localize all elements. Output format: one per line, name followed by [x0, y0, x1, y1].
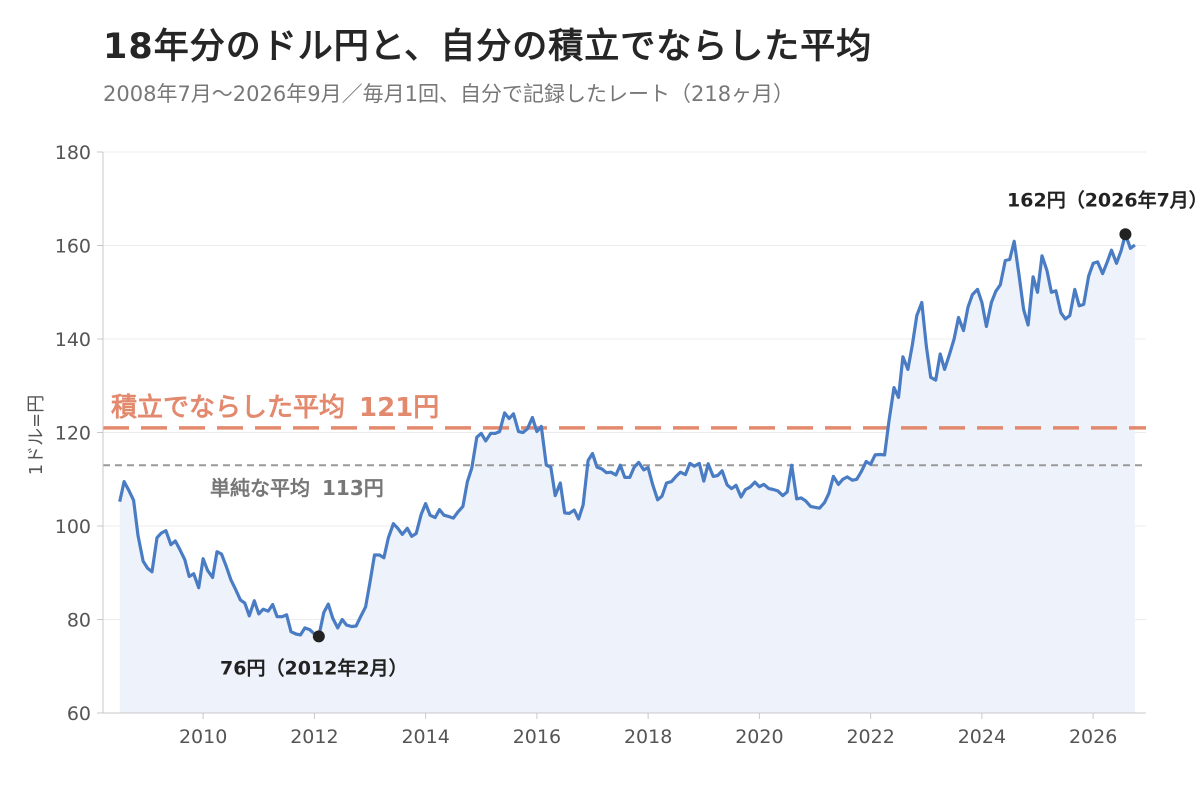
series-line: [118, 232, 1136, 638]
x-tick-label: 2010: [179, 726, 227, 748]
simple-average-label: 単純な平均 113円: [210, 476, 384, 500]
reference-lines: [103, 426, 1146, 467]
y-tick-label: 80: [67, 610, 91, 632]
low-point-marker: [312, 630, 325, 643]
x-tick-label: 2020: [735, 726, 783, 748]
x-tick-label: 2012: [290, 726, 338, 748]
y-tick-label: 140: [55, 329, 91, 351]
x-axis-ticks: 2010 2012 2014 2016 2018 2020 2022 2024 2026: [179, 713, 1117, 748]
series-area-fill: [119, 234, 1135, 714]
y-tick-label: 180: [55, 142, 91, 164]
y-axis-ticks: 60 80 100 120 140 160 180: [55, 142, 103, 725]
chart-title: 18年分のドル円と、自分の積立でならした平均: [103, 27, 873, 67]
x-tick-label: 2014: [401, 726, 449, 748]
annotation-markers: 76円（2012年2月） 162円（2026年7月）: [220, 188, 1200, 679]
y-tick-label: 120: [55, 423, 91, 445]
x-tick-label: 2026: [1069, 726, 1117, 748]
x-tick-label: 2022: [846, 726, 894, 748]
y-tick-label: 60: [67, 703, 91, 725]
high-point-label: 162円（2026年7月）: [1007, 188, 1200, 211]
y-axis-label: 1ドル=円: [26, 395, 47, 476]
high-point-marker: [1119, 228, 1132, 241]
x-tick-label: 2018: [624, 726, 672, 748]
y-tick-label: 100: [55, 516, 91, 538]
x-tick-label: 2016: [513, 726, 561, 748]
accumulated-average-label: 積立でならした平均 121円: [111, 392, 439, 423]
x-tick-label: 2024: [958, 726, 1006, 748]
y-tick-label: 160: [55, 236, 91, 258]
low-point-label: 76円（2012年2月）: [220, 656, 408, 679]
chart-subtitle: 2008年7月〜2026年9月／毎月1回、自分で記録したレート（218ヶ月）: [103, 82, 795, 106]
